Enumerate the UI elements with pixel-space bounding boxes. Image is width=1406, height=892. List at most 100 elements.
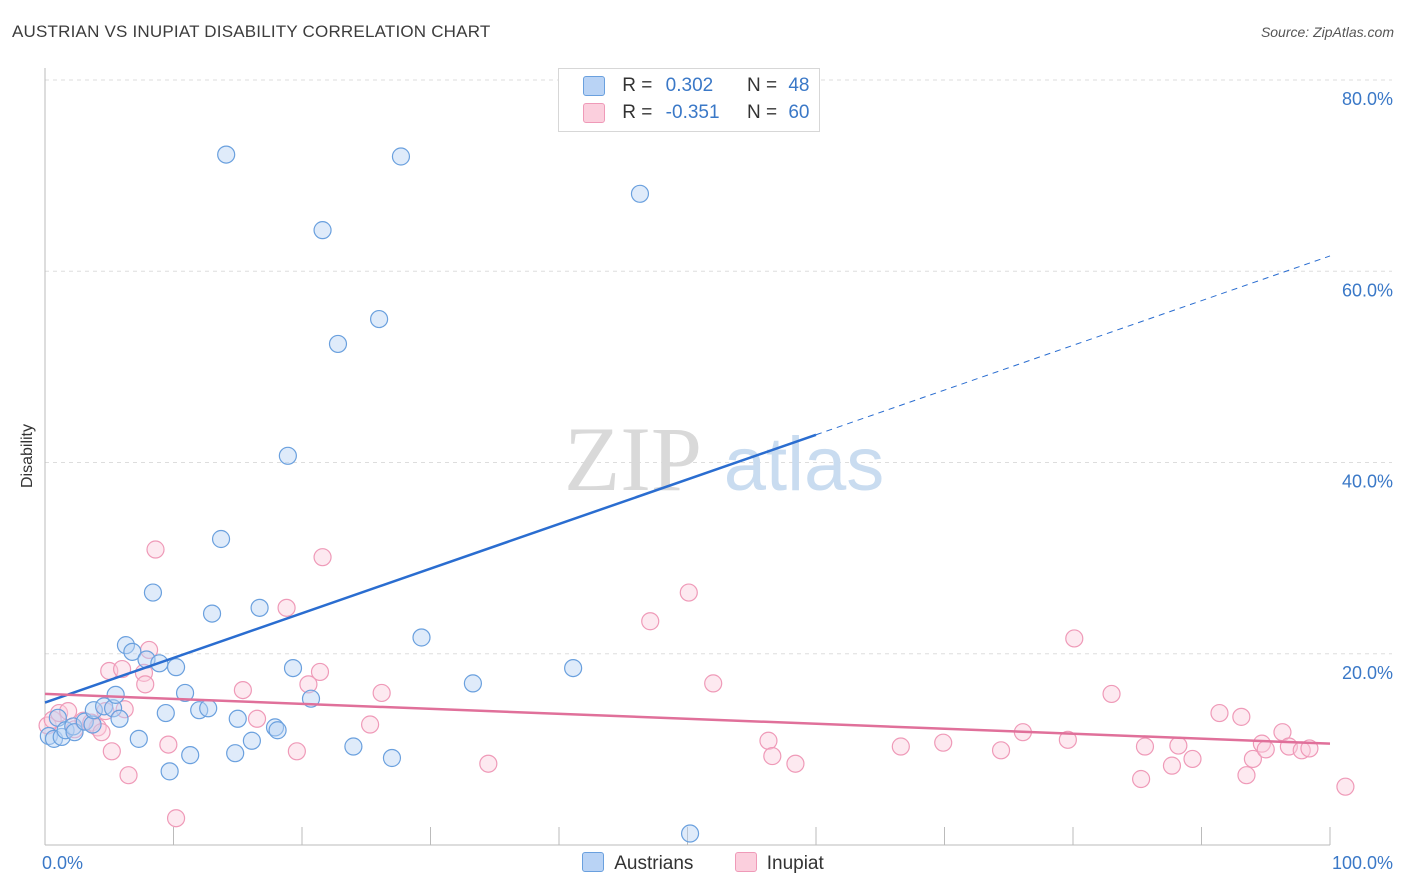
austrians-swatch — [583, 75, 605, 96]
inupiat-point — [759, 731, 778, 750]
inupiat-point — [763, 746, 782, 766]
austrian-point — [564, 658, 583, 678]
inupiat-point — [247, 709, 267, 728]
austrian-point — [39, 726, 58, 746]
austrian-point — [217, 145, 236, 164]
inupiat-point — [1058, 730, 1077, 749]
austrian-points — [39, 145, 700, 843]
inupiat-point — [119, 766, 138, 785]
inupiat-point — [1243, 749, 1263, 769]
austrian-point — [199, 699, 218, 718]
inupiat-point — [1132, 769, 1151, 789]
inupiat-point — [1183, 749, 1202, 769]
inupiat-point — [233, 680, 252, 700]
austrian-point — [278, 446, 297, 465]
y-tick-label: 60.0% — [1342, 280, 1393, 300]
watermark-zip: ZIP — [564, 408, 702, 510]
austrian-point — [190, 701, 209, 720]
austrian-point — [242, 731, 261, 750]
inupiat-point — [146, 540, 165, 559]
austrian-point — [313, 221, 332, 240]
legend-row-austrians: R = 0.302 N = 48 — [583, 75, 809, 99]
austrian-point — [463, 674, 483, 693]
austrian-point — [181, 746, 200, 765]
austrian-point — [175, 683, 195, 703]
stats-legend: R = 0.302 N = 48 R = -0.351 N = 60 — [558, 68, 820, 132]
austrian-point — [104, 699, 123, 718]
inupiat-point — [786, 754, 805, 773]
austrians-r-label: R = — [622, 75, 653, 96]
inupiat-point — [166, 809, 186, 828]
inupiat-point — [479, 754, 498, 773]
series-legend: Austrians Inupiat — [0, 852, 1406, 875]
inupiat-point — [159, 735, 178, 754]
austrian-point — [64, 717, 83, 736]
y-tick-label: 40.0% — [1342, 472, 1393, 492]
austrian-point — [328, 334, 348, 354]
inupiat-point — [1162, 756, 1182, 775]
austrian-point — [680, 824, 700, 843]
grid — [45, 79, 1392, 655]
watermark: ZIP atlas — [564, 408, 884, 510]
austrian-point — [250, 598, 269, 617]
legend-row-inupiat: R = -0.351 N = 60 — [583, 102, 809, 126]
austrian-point — [344, 737, 363, 756]
austrian-point — [84, 701, 103, 720]
chart-title: AUSTRIAN VS INUPIAT DISABILITY CORRELATI… — [12, 22, 491, 41]
trend-lines — [44, 255, 1331, 745]
inupiat-point — [934, 733, 953, 752]
austrian-point — [83, 715, 102, 734]
austrians-n-label: N = — [746, 75, 778, 96]
inupiat-point — [641, 612, 660, 631]
tick-labels: 20.0% 40.0% 60.0% 80.0% 0.0% 100.0% — [42, 89, 1393, 873]
austrian-point — [630, 184, 650, 203]
inupiat-swatch — [583, 102, 605, 123]
inupiat-point — [313, 548, 332, 567]
inupiat-point — [891, 737, 910, 756]
austrian-point — [129, 729, 148, 748]
austrian-point — [202, 604, 222, 623]
inupiat-trend-line — [44, 692, 1331, 745]
inupiat-point — [310, 662, 330, 682]
inupiat-legend-swatch — [734, 852, 757, 872]
austrians-legend-swatch — [582, 852, 605, 872]
inupiat-point — [361, 715, 380, 734]
austrian-point — [412, 628, 431, 647]
inupiat-points — [38, 540, 1355, 828]
austrian-point — [382, 748, 402, 768]
inupiat-point — [1169, 736, 1188, 755]
austrian-point — [228, 709, 247, 728]
inupiat-point — [136, 675, 155, 694]
inupiat-point — [102, 742, 121, 761]
inupiat-point — [679, 583, 698, 602]
austrian-point — [268, 721, 287, 740]
inupiat-point — [299, 675, 318, 694]
austrian-point — [156, 703, 175, 723]
inupiat-point — [1210, 703, 1229, 723]
inupiat-n-value: 60 — [788, 102, 810, 123]
watermark-atlas: atlas — [724, 422, 885, 507]
inupiat-point — [1237, 766, 1256, 785]
y-tick-label: 20.0% — [1342, 663, 1393, 683]
inupiat-point — [1135, 737, 1155, 756]
inupiat-r-value: -0.351 — [665, 102, 720, 123]
austrian-point — [226, 744, 245, 763]
inupiat-legend-label: Inupiat — [766, 853, 824, 874]
austrian-point — [211, 529, 231, 549]
inupiat-point — [704, 674, 723, 693]
inupiat-point — [1102, 684, 1121, 704]
austrian-point — [166, 658, 186, 677]
y-tick-label: 80.0% — [1342, 89, 1393, 109]
inupiat-point — [277, 598, 296, 617]
inupiat-point — [1336, 777, 1355, 796]
inupiat-r-label: R = — [622, 102, 653, 123]
austrian-point — [391, 147, 411, 166]
austrians-n-value: 48 — [788, 75, 810, 96]
inupiat-point — [991, 741, 1011, 760]
austrians-legend-label: Austrians — [614, 853, 694, 874]
austrian-point — [265, 718, 285, 737]
austrian-point — [143, 583, 163, 602]
x-tick-label: 0.0% — [42, 853, 83, 873]
austrian-point — [123, 642, 142, 661]
